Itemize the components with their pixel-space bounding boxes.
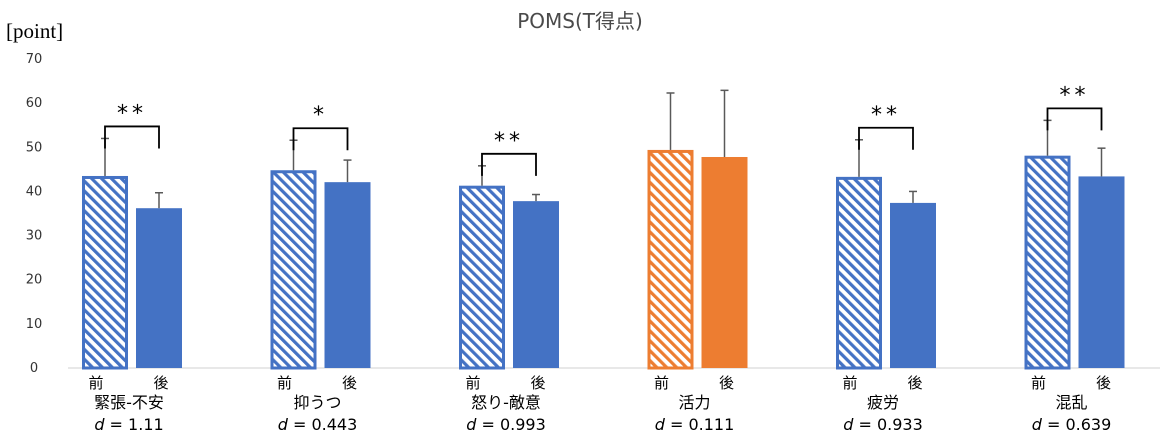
significance-stars: ** xyxy=(871,103,901,128)
y-axis: 0 10 20 30 40 50 60 70 xyxy=(26,52,43,376)
significance-bracket xyxy=(858,126,914,150)
category-label: 活力 xyxy=(678,393,710,412)
y-tick-label: 40 xyxy=(26,184,43,199)
x-tick-post: 後 xyxy=(342,374,357,392)
y-tick-label: 20 xyxy=(26,273,43,288)
bar-post xyxy=(513,201,559,368)
x-tick-post: 後 xyxy=(907,374,922,392)
bar-post xyxy=(701,156,748,368)
error-bar-pre xyxy=(666,92,675,150)
effect-size-label: d = 1.11 xyxy=(94,415,163,434)
x-tick-pre: 前 xyxy=(842,374,857,392)
category-label: 疲労 xyxy=(867,393,899,412)
x-tick-post: 後 xyxy=(153,374,168,392)
y-axis-unit-label: [point] xyxy=(6,19,63,43)
y-tick-label: 0 xyxy=(30,361,38,376)
bar-pre xyxy=(82,175,128,370)
x-tick-pre: 前 xyxy=(465,374,480,392)
y-tick-label: 60 xyxy=(26,96,43,111)
effect-size-label: d = 0.933 xyxy=(843,415,923,434)
x-tick-post: 後 xyxy=(719,374,734,392)
error-bar-post xyxy=(155,192,163,209)
significance-bracket xyxy=(104,125,160,149)
y-tick-label: 70 xyxy=(26,52,43,67)
error-bar-post xyxy=(909,190,917,203)
bar-post xyxy=(324,182,371,368)
effect-size-label: d = 0.443 xyxy=(278,415,358,434)
significance-stars: ** xyxy=(494,129,524,154)
effect-size-label: d = 0.111 xyxy=(655,415,735,434)
effect-size-label: d = 0.639 xyxy=(1032,415,1112,434)
bar-pre xyxy=(836,176,882,370)
significance-bracket xyxy=(481,152,537,176)
significance-stars: ** xyxy=(117,101,147,126)
x-tick-pre: 前 xyxy=(654,374,669,392)
bar-pre xyxy=(459,185,505,370)
chart-title: POMS(T得点) xyxy=(517,9,643,33)
category-label: 緊張-不安 xyxy=(94,393,164,412)
significance-stars: * xyxy=(313,103,328,128)
y-tick-label: 10 xyxy=(26,317,43,332)
bar-post xyxy=(1078,176,1125,368)
error-bar-post xyxy=(720,89,729,157)
bar-pre xyxy=(647,149,694,370)
significance-bracket xyxy=(1046,107,1103,131)
x-tick-pre: 前 xyxy=(277,374,292,392)
error-bar-post xyxy=(532,193,540,202)
category-label: 混乱 xyxy=(1055,393,1087,412)
y-tick-label: 50 xyxy=(26,140,43,155)
x-tick-pre: 前 xyxy=(88,374,103,392)
bar-pre xyxy=(270,170,317,370)
x-tick-pre: 前 xyxy=(1031,374,1046,392)
category-label: 怒り-敵意 xyxy=(471,393,541,412)
y-tick-label: 30 xyxy=(26,229,43,244)
bar-pre xyxy=(1024,155,1071,370)
error-bar-post xyxy=(343,159,352,183)
effect-size-label: d = 0.993 xyxy=(466,415,546,434)
significance-stars: ** xyxy=(1060,83,1090,108)
bar-post xyxy=(890,202,936,368)
x-tick-post: 後 xyxy=(1096,374,1111,392)
category-label: 抑うつ xyxy=(293,393,341,412)
significance-bracket xyxy=(292,127,349,151)
bar-post xyxy=(136,208,182,368)
error-bar-post xyxy=(1097,147,1106,177)
x-tick-post: 後 xyxy=(530,374,545,392)
